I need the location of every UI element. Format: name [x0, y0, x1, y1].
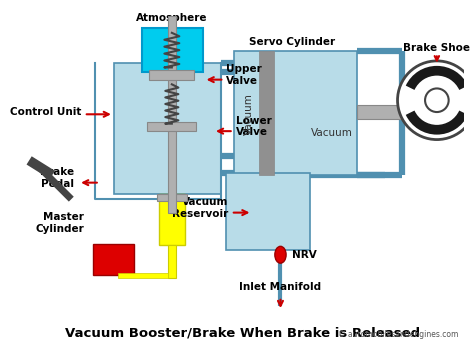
Bar	[159, 194, 185, 245]
Text: Atmosphere: Atmosphere	[136, 13, 208, 23]
Bar	[142, 28, 203, 72]
Text: Vacuum: Vacuum	[310, 128, 352, 138]
Text: Brake Shoe: Brake Shoe	[403, 43, 470, 53]
Bar	[93, 244, 135, 275]
Bar	[118, 273, 168, 278]
Bar	[157, 194, 187, 201]
Text: Vacuum: Vacuum	[244, 93, 254, 135]
Text: Vacuum Booster/Brake When Brake is Released: Vacuum Booster/Brake When Brake is Relea…	[64, 326, 419, 339]
Text: Inlet Manifold: Inlet Manifold	[239, 282, 321, 292]
Bar	[259, 51, 274, 175]
Circle shape	[398, 61, 474, 140]
Text: Servo Cylinder: Servo Cylinder	[249, 37, 335, 47]
Circle shape	[425, 88, 449, 112]
Ellipse shape	[275, 246, 286, 263]
Bar	[149, 70, 194, 80]
Text: Upper
Valve: Upper Valve	[226, 64, 262, 86]
Text: Master
Cylinder: Master Cylinder	[35, 212, 84, 234]
Text: Lower
Valve: Lower Valve	[236, 116, 271, 137]
Text: NRV: NRV	[292, 250, 317, 260]
Bar	[234, 51, 357, 175]
Text: © automobilesandengines.com: © automobilesandengines.com	[338, 330, 458, 339]
Bar	[114, 63, 221, 194]
Bar	[168, 16, 175, 213]
Bar	[226, 173, 310, 250]
Bar	[168, 245, 175, 278]
Text: Control Unit: Control Unit	[9, 108, 81, 118]
Text: Vacuum
Reservoir: Vacuum Reservoir	[172, 197, 228, 219]
Bar	[147, 122, 196, 131]
Bar	[357, 105, 413, 119]
Text: Brake
Pedal: Brake Pedal	[40, 167, 74, 189]
